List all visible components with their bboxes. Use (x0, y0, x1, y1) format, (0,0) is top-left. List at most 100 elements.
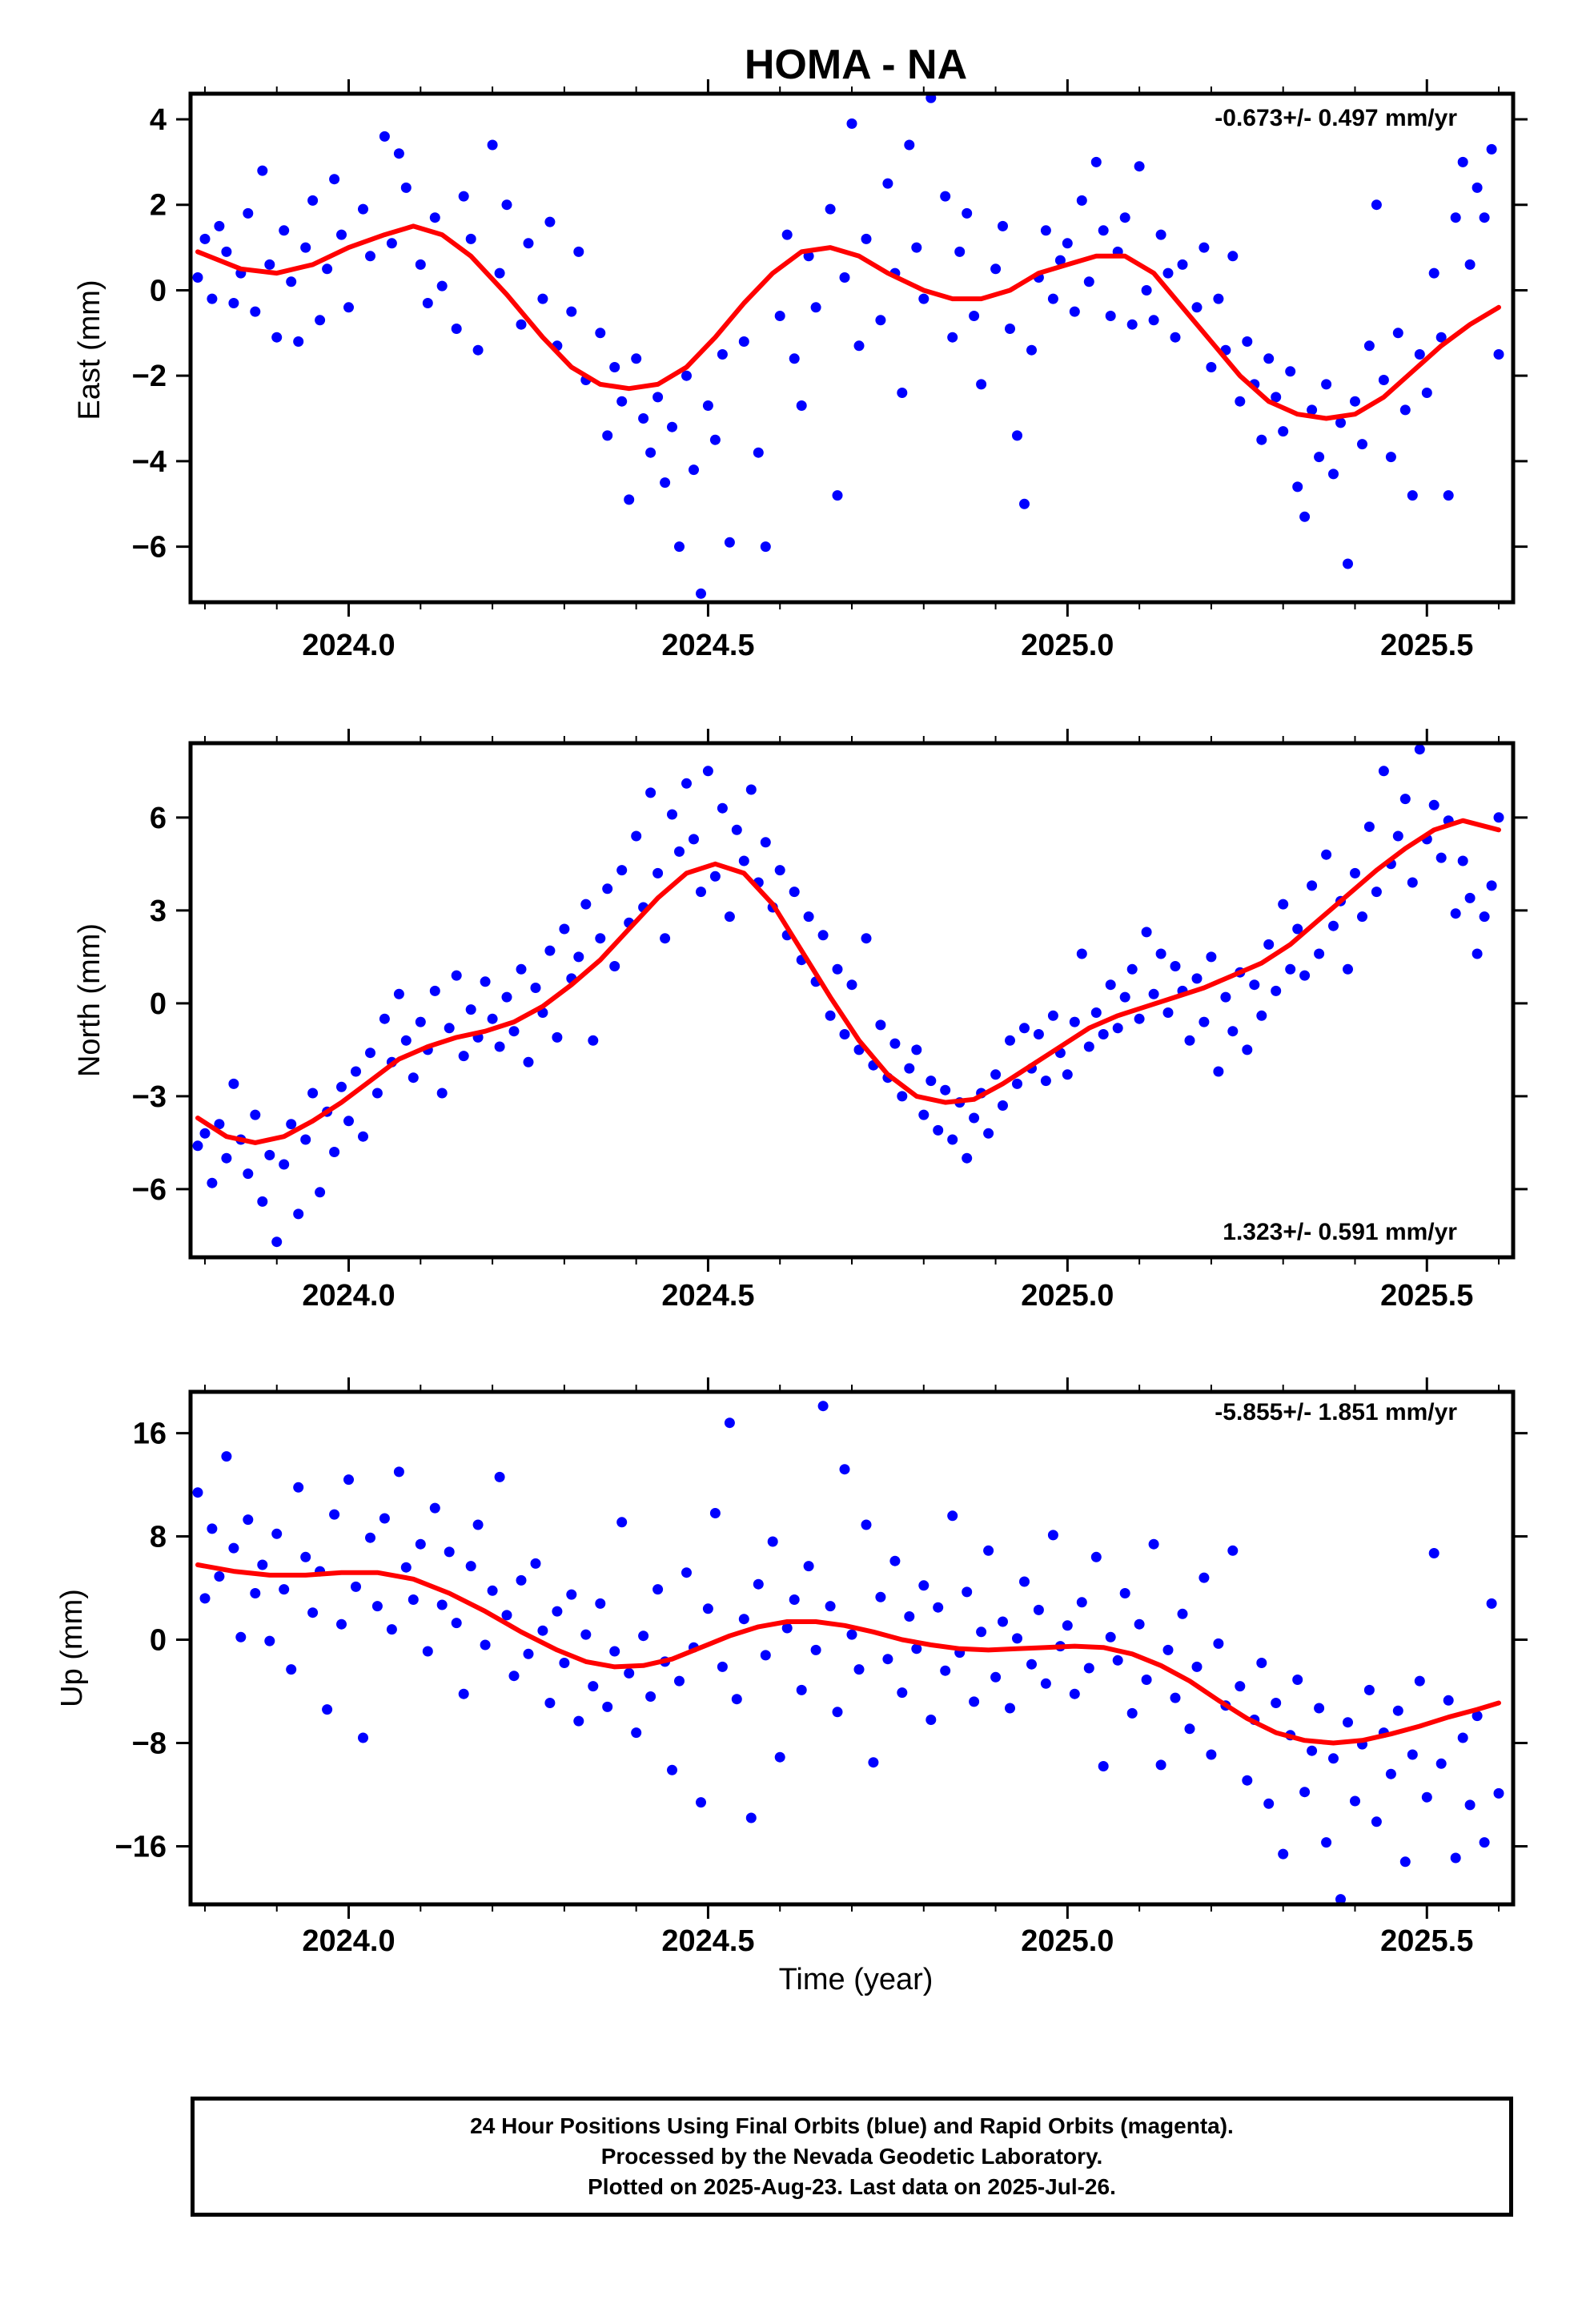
east-data-point (1464, 259, 1476, 270)
up-data-point (1184, 1723, 1195, 1735)
east-x-tick-label: 2025.0 (1021, 629, 1114, 662)
east-data-point (1335, 417, 1346, 428)
east-data-point (436, 280, 448, 292)
north-data-point (559, 923, 570, 935)
up-data-point (1227, 1545, 1239, 1556)
north-data-point (1486, 880, 1497, 891)
east-data-point (379, 131, 390, 142)
east-y-tick-label: −2 (132, 360, 167, 393)
north-data-point (286, 1119, 297, 1130)
up-data-point (1407, 1749, 1418, 1760)
north-data-point (1069, 1016, 1080, 1027)
up-data-point (1428, 1548, 1439, 1558)
north-data-point (379, 1013, 390, 1024)
east-data-point (969, 311, 980, 321)
up-data-point (1271, 1698, 1282, 1708)
east-data-point (689, 464, 699, 476)
up-data-point (846, 1629, 857, 1640)
up-data-point (451, 1618, 462, 1629)
north-data-point (1040, 1076, 1051, 1087)
up-data-point (235, 1631, 247, 1642)
north-data-point (1191, 973, 1203, 984)
north-data-point (631, 830, 642, 842)
caption-box: 24 Hour Positions Using Final Orbits (bl… (191, 2097, 1513, 2217)
north-data-point (609, 961, 620, 971)
east-data-point (753, 447, 764, 458)
north-data-point (1076, 948, 1087, 959)
north-data-point (645, 787, 656, 798)
up-data-point (1126, 1707, 1138, 1719)
east-y-axis-label: East (mm) (73, 279, 106, 420)
north-data-point (1155, 948, 1166, 959)
north-data-point (465, 1004, 476, 1015)
north-data-point (1472, 948, 1483, 959)
east-data-point (1457, 156, 1468, 167)
east-data-point (1005, 324, 1015, 334)
east-data-point (861, 233, 872, 244)
up-data-point (1363, 1684, 1375, 1695)
north-model-fit-line (195, 818, 1501, 1145)
east-y-tick-label: −4 (132, 445, 167, 479)
up-data-point (889, 1555, 901, 1566)
up-data-point (810, 1644, 821, 1655)
up-data-point (480, 1639, 491, 1651)
north-plot-frame (188, 741, 1516, 1260)
north-data-point (1119, 991, 1130, 1003)
east-data-point (393, 148, 404, 159)
east-data-point (300, 242, 311, 253)
up-data-point (1414, 1675, 1425, 1687)
up-data-point (652, 1584, 664, 1595)
up-data-point (976, 1626, 987, 1638)
figure-title: HOMA - NA (745, 42, 967, 88)
east-data-point (904, 139, 915, 151)
east-data-point (724, 537, 735, 548)
north-data-point (1371, 887, 1382, 898)
east-data-point (1407, 490, 1418, 501)
up-data-point (530, 1558, 541, 1569)
east-data-point (315, 315, 326, 326)
up-data-point (1206, 1749, 1217, 1760)
east-data-point (595, 328, 606, 339)
east-data-point (544, 216, 556, 227)
up-data-point (990, 1671, 1002, 1683)
up-data-point (1040, 1678, 1051, 1689)
up-data-point (544, 1698, 556, 1708)
north-data-point (911, 1044, 922, 1055)
up-data-point (1421, 1791, 1432, 1803)
east-data-point (1076, 195, 1087, 206)
caption-line-3: Plotted on 2025-Aug-23. Last data on 202… (588, 2174, 1116, 2199)
east-data-point (1421, 388, 1432, 398)
east-data-point (1299, 511, 1311, 522)
east-data-point (1385, 452, 1396, 463)
up-data-point (1155, 1759, 1166, 1771)
east-data-point (494, 267, 505, 279)
north-rate-label: 1.323+/- 0.591 mm/yr (1223, 1219, 1457, 1245)
up-data-point (329, 1509, 340, 1520)
east-data-point (947, 332, 958, 343)
up-data-point (250, 1588, 261, 1598)
north-data-point (1363, 821, 1375, 832)
north-y-tick-label: −3 (132, 1080, 167, 1114)
east-data-point (1206, 362, 1217, 372)
north-data-point (889, 1038, 901, 1049)
up-data-point (817, 1401, 829, 1412)
east-data-point (487, 139, 498, 151)
up-data-point (1314, 1703, 1325, 1714)
east-data-point (279, 225, 290, 236)
up-data-point (422, 1646, 433, 1657)
east-data-point (709, 434, 721, 445)
east-data-point (286, 276, 297, 287)
up-data-point (1005, 1703, 1015, 1714)
east-data-point (271, 332, 283, 343)
up-data-point (753, 1578, 764, 1590)
north-data-point (1249, 979, 1260, 991)
up-data-point (738, 1614, 749, 1625)
up-data-point (1486, 1598, 1497, 1609)
up-data-point (465, 1561, 476, 1572)
north-data-point (199, 1128, 211, 1139)
up-data-point (1162, 1644, 1174, 1655)
up-data-point (393, 1466, 404, 1478)
north-x-tick-label: 2024.5 (661, 1279, 754, 1313)
north-data-point (1098, 1029, 1109, 1039)
north-data-point (221, 1152, 232, 1164)
